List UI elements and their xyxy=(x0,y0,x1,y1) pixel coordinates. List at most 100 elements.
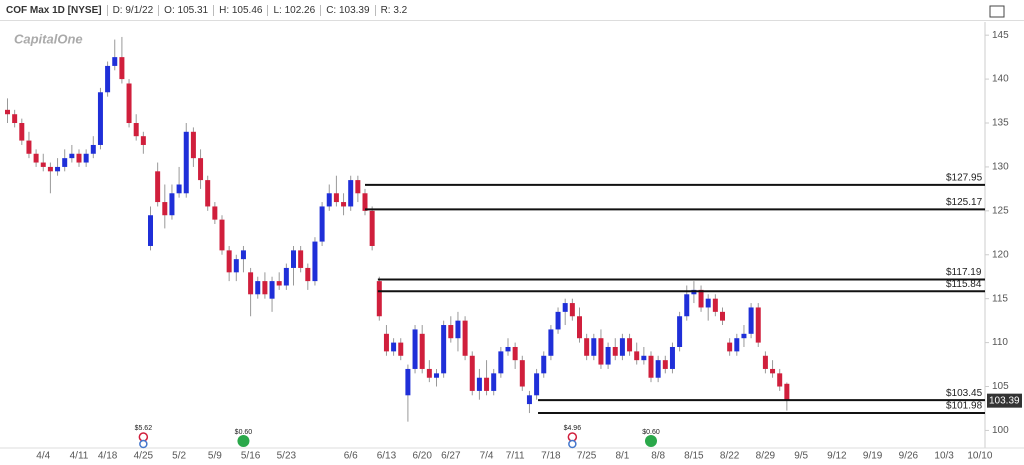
candle-body xyxy=(212,206,218,220)
candle-body xyxy=(255,281,261,295)
x-tick-label: 7/4 xyxy=(480,451,494,462)
event-label: $0.60 xyxy=(642,429,660,436)
level-label: $127.95 xyxy=(946,173,983,184)
y-tick-label: 130 xyxy=(992,162,1009,173)
candle-body xyxy=(419,333,425,369)
x-tick-label: 7/11 xyxy=(506,451,525,462)
candle-body xyxy=(770,368,776,374)
x-tick-label: 8/1 xyxy=(615,451,629,462)
x-tick-label: 9/5 xyxy=(794,451,808,462)
header-item: COF Max 1D [NYSE] xyxy=(6,4,108,16)
x-tick-label: 5/23 xyxy=(277,451,297,462)
candle-body xyxy=(512,346,518,361)
level-label: $125.17 xyxy=(946,197,983,208)
event-icon xyxy=(645,435,657,447)
candle-body xyxy=(534,373,540,396)
candle-body xyxy=(505,346,511,352)
header: COF Max 1D [NYSE] D: 9/1/22 O: 105.31 H:… xyxy=(0,0,1024,21)
candle-body xyxy=(105,65,111,93)
candle-body xyxy=(762,355,768,369)
candle-body xyxy=(434,373,439,378)
x-tick-label: 9/26 xyxy=(899,451,919,462)
event-label: $5.62 xyxy=(135,425,153,432)
x-tick-label: 4/4 xyxy=(36,451,50,462)
candle-body xyxy=(33,153,39,163)
candle-body xyxy=(591,338,597,356)
candle-body xyxy=(391,342,397,352)
candle-body xyxy=(555,311,561,330)
price-tag xyxy=(987,393,1022,408)
candle-body xyxy=(312,241,318,282)
y-tick-label: 125 xyxy=(992,205,1009,216)
candle-body xyxy=(219,219,225,251)
candle-body xyxy=(12,114,18,124)
candle-body xyxy=(712,298,718,312)
candle-body xyxy=(498,351,504,374)
candle-body xyxy=(541,355,547,374)
candle-body xyxy=(569,303,575,317)
y-tick-label: 115 xyxy=(992,293,1008,304)
x-tick-label: 6/13 xyxy=(377,451,397,462)
x-tick-label: 4/11 xyxy=(70,451,89,462)
draw-icon[interactable] xyxy=(989,5,1005,18)
candle-body xyxy=(19,123,25,141)
candle-body xyxy=(476,377,482,391)
candle-body xyxy=(605,346,611,365)
candle-body xyxy=(462,320,468,356)
candle-body xyxy=(662,360,668,369)
level-label: $117.19 xyxy=(946,267,982,278)
candle-body xyxy=(748,307,754,334)
candle-body xyxy=(441,325,447,374)
event-icon xyxy=(237,435,250,447)
candle-body xyxy=(562,303,568,312)
x-tick-label: 8/8 xyxy=(651,451,665,462)
candle-body xyxy=(348,180,354,207)
candle-body xyxy=(641,355,647,361)
x-tick-label: 10/3 xyxy=(934,451,954,462)
candle-body xyxy=(269,281,275,299)
x-tick-label: 6/6 xyxy=(344,451,358,462)
y-tick-label: 110 xyxy=(992,337,1008,348)
x-tick-label: 4/18 xyxy=(98,451,118,462)
header-item: D: 9/1/22 xyxy=(108,4,160,16)
candle-body xyxy=(698,289,704,308)
x-tick-label: 4/25 xyxy=(134,451,154,462)
candle-body xyxy=(612,346,618,356)
candle-body xyxy=(526,395,532,405)
candle-body xyxy=(677,316,683,347)
level-label: $115.84 xyxy=(946,279,982,290)
candle-body xyxy=(26,140,32,154)
candle-body xyxy=(577,316,582,339)
candle-body xyxy=(734,338,740,352)
candle-body xyxy=(398,342,404,356)
candle-body xyxy=(5,109,10,115)
candle-body xyxy=(190,131,196,159)
candle-body xyxy=(291,250,296,268)
x-tick-label: 6/20 xyxy=(412,451,432,462)
x-tick-label: 10/10 xyxy=(967,451,992,462)
header-item: H: 105.46 xyxy=(214,4,269,16)
candle-body xyxy=(90,144,96,154)
candle-body xyxy=(412,329,418,369)
candle-body xyxy=(69,153,75,159)
header-item: L: 102.26 xyxy=(268,4,322,16)
candle-body xyxy=(369,210,375,246)
event-icon xyxy=(568,439,577,449)
y-tick-label: 145 xyxy=(992,30,1009,41)
y-tick-label: 105 xyxy=(992,381,1009,392)
candle-body xyxy=(133,123,139,137)
candle-body xyxy=(155,171,161,203)
candle-body xyxy=(326,193,332,207)
x-tick-label: 5/16 xyxy=(241,451,261,462)
candle-body xyxy=(720,311,725,321)
header-item: R: 3.2 xyxy=(380,4,408,16)
x-tick-label: 7/18 xyxy=(541,451,561,462)
candle-body xyxy=(97,92,103,145)
candle-body xyxy=(183,131,189,194)
candle-body xyxy=(405,368,411,396)
candle-body xyxy=(627,338,633,352)
header-item: O: 105.31 xyxy=(159,4,215,16)
candle-body xyxy=(62,158,68,167)
candle-body xyxy=(741,333,747,339)
